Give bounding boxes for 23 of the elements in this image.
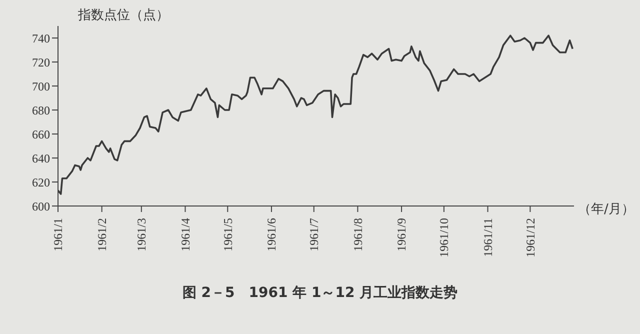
y-tick-label: 640 <box>32 151 50 166</box>
x-tick-label: 1961/5 <box>220 218 235 252</box>
x-tick-label: 1961/1 <box>51 218 66 252</box>
x-tick-label: 1961/4 <box>178 218 192 252</box>
x-tick-label: 1961/6 <box>264 218 279 252</box>
y-tick-label: 720 <box>32 55 50 70</box>
x-tick-label: 1961/12 <box>523 218 538 258</box>
x-tick-label: 1961/7 <box>307 218 322 252</box>
x-tick-label: 1961/2 <box>95 218 110 252</box>
x-tick-label: 1961/3 <box>134 218 149 252</box>
x-axis-title: （年/月） <box>578 201 634 218</box>
x-tick-label: 1961/8 <box>350 218 365 252</box>
y-tick-label: 600 <box>32 199 50 214</box>
x-tick-label: 1961/11 <box>480 218 495 257</box>
y-axis-title: 指数点位（点） <box>78 7 169 24</box>
x-tick-label: 1961/10 <box>437 218 452 258</box>
y-tick-label: 620 <box>32 175 50 190</box>
y-tick-label: 740 <box>32 31 50 46</box>
text: 图 2－5 1961 年 1～12 月工业指数走势 <box>181 284 459 302</box>
y-tick-label: 680 <box>32 103 50 118</box>
y-tick-label: 700 <box>32 79 50 94</box>
x-tick-label: 1961/9 <box>394 218 409 252</box>
y-tick-label: 660 <box>32 127 50 142</box>
